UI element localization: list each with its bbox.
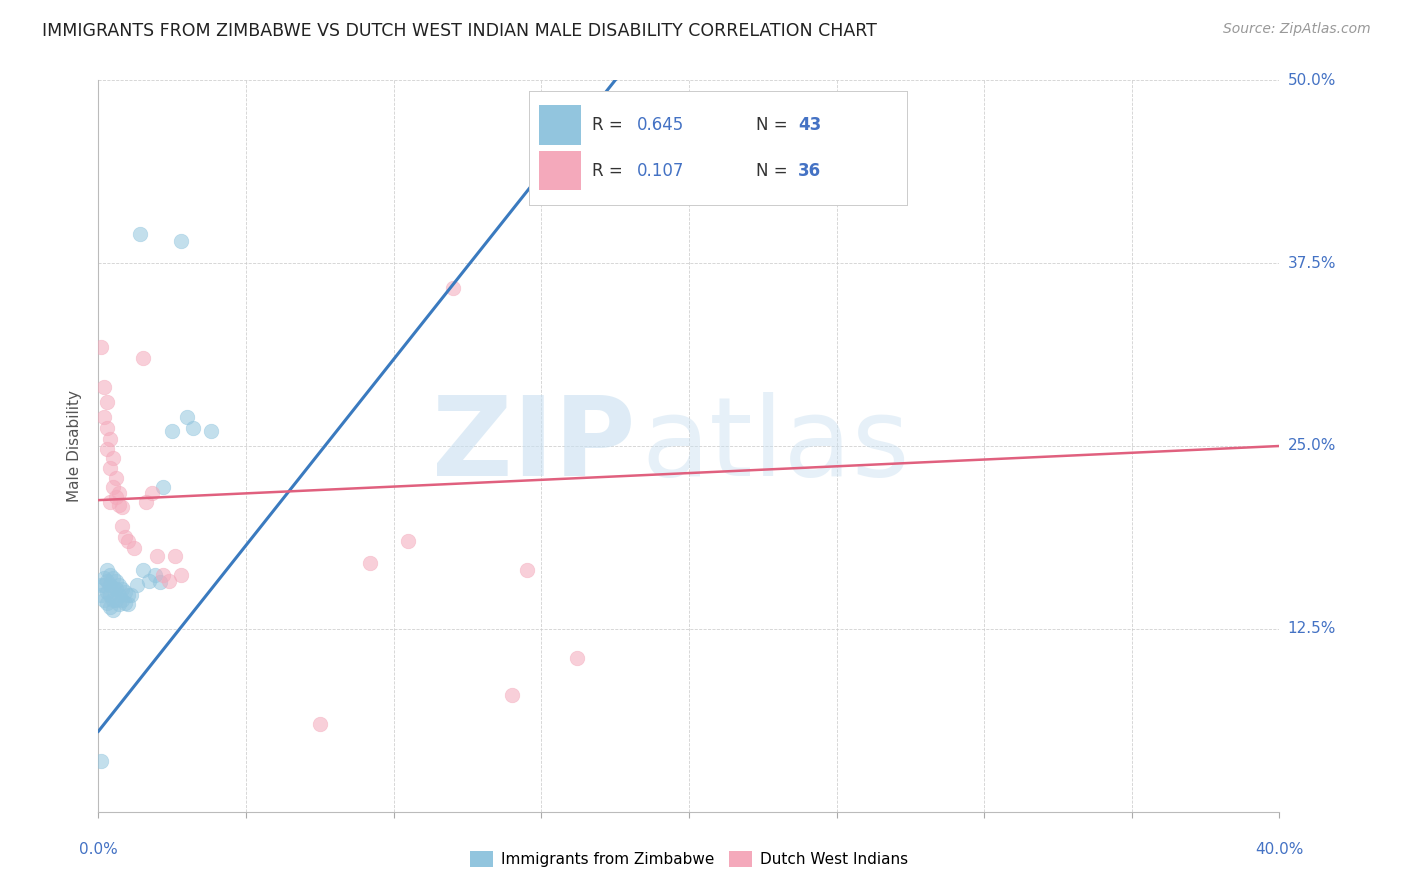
Point — [544, 117, 567, 131]
Point — [93, 409, 115, 424]
Point — [108, 578, 131, 592]
Point — [96, 442, 118, 456]
Point — [98, 494, 121, 508]
Point — [309, 717, 332, 731]
Point — [128, 227, 150, 241]
Point — [117, 597, 139, 611]
Point — [108, 588, 131, 602]
Text: 40.0%: 40.0% — [1256, 842, 1303, 857]
Text: 25.0%: 25.0% — [1288, 439, 1336, 453]
Point — [103, 571, 125, 585]
Point — [565, 651, 588, 665]
Point — [111, 519, 134, 533]
Point — [120, 588, 142, 602]
Point — [132, 563, 155, 577]
Point — [103, 450, 125, 465]
Point — [105, 471, 128, 485]
Point — [114, 585, 136, 599]
Point — [176, 409, 198, 424]
Point — [98, 567, 121, 582]
Point — [125, 578, 148, 592]
Point — [96, 574, 118, 588]
Point — [98, 461, 121, 475]
Point — [132, 351, 155, 366]
Point — [515, 563, 537, 577]
Point — [135, 494, 157, 508]
Point — [149, 575, 172, 590]
Text: 50.0%: 50.0% — [1288, 73, 1336, 87]
Point — [90, 339, 112, 353]
Point — [98, 578, 121, 592]
Point — [152, 567, 174, 582]
Point — [93, 592, 115, 607]
Text: atlas: atlas — [641, 392, 910, 500]
Point — [441, 281, 464, 295]
Point — [396, 534, 419, 549]
Point — [111, 592, 134, 607]
Point — [96, 585, 118, 599]
Text: 12.5%: 12.5% — [1288, 622, 1336, 636]
Text: IMMIGRANTS FROM ZIMBABWE VS DUTCH WEST INDIAN MALE DISABILITY CORRELATION CHART: IMMIGRANTS FROM ZIMBABWE VS DUTCH WEST I… — [42, 22, 877, 40]
Point — [157, 574, 180, 588]
Point — [117, 534, 139, 549]
Point — [108, 485, 131, 500]
Point — [96, 395, 118, 409]
Point — [138, 574, 160, 588]
Text: Source: ZipAtlas.com: Source: ZipAtlas.com — [1223, 22, 1371, 37]
Point — [181, 421, 204, 435]
Point — [170, 234, 193, 248]
Point — [143, 567, 166, 582]
Point — [93, 380, 115, 394]
Point — [152, 480, 174, 494]
Point — [90, 754, 112, 768]
Point — [141, 485, 163, 500]
Point — [501, 688, 523, 702]
Point — [165, 549, 187, 563]
Point — [105, 592, 128, 607]
Text: 37.5%: 37.5% — [1288, 256, 1336, 270]
Point — [90, 588, 112, 602]
Point — [103, 480, 125, 494]
Point — [98, 599, 121, 614]
Point — [111, 500, 134, 515]
Point — [146, 549, 169, 563]
Point — [170, 567, 193, 582]
Point — [105, 490, 128, 504]
Legend: Immigrants from Zimbabwe, Dutch West Indians: Immigrants from Zimbabwe, Dutch West Ind… — [464, 846, 914, 873]
Point — [105, 574, 128, 588]
Point — [108, 498, 131, 512]
Text: ZIP: ZIP — [433, 392, 636, 500]
Point — [98, 588, 121, 602]
Point — [359, 556, 381, 570]
Point — [108, 597, 131, 611]
Y-axis label: Male Disability: Male Disability — [67, 390, 83, 502]
Point — [114, 595, 136, 609]
Point — [96, 421, 118, 435]
Point — [105, 582, 128, 597]
Point — [90, 578, 112, 592]
Point — [103, 592, 125, 607]
Point — [111, 582, 134, 597]
Point — [96, 595, 118, 609]
Point — [122, 541, 145, 556]
Text: 0.0%: 0.0% — [79, 842, 118, 857]
Point — [98, 432, 121, 446]
Point — [93, 571, 115, 585]
Point — [114, 530, 136, 544]
Point — [93, 578, 115, 592]
Point — [162, 425, 183, 439]
Point — [103, 581, 125, 595]
Point — [117, 588, 139, 602]
Point — [96, 563, 118, 577]
Point — [200, 425, 222, 439]
Point — [103, 603, 125, 617]
